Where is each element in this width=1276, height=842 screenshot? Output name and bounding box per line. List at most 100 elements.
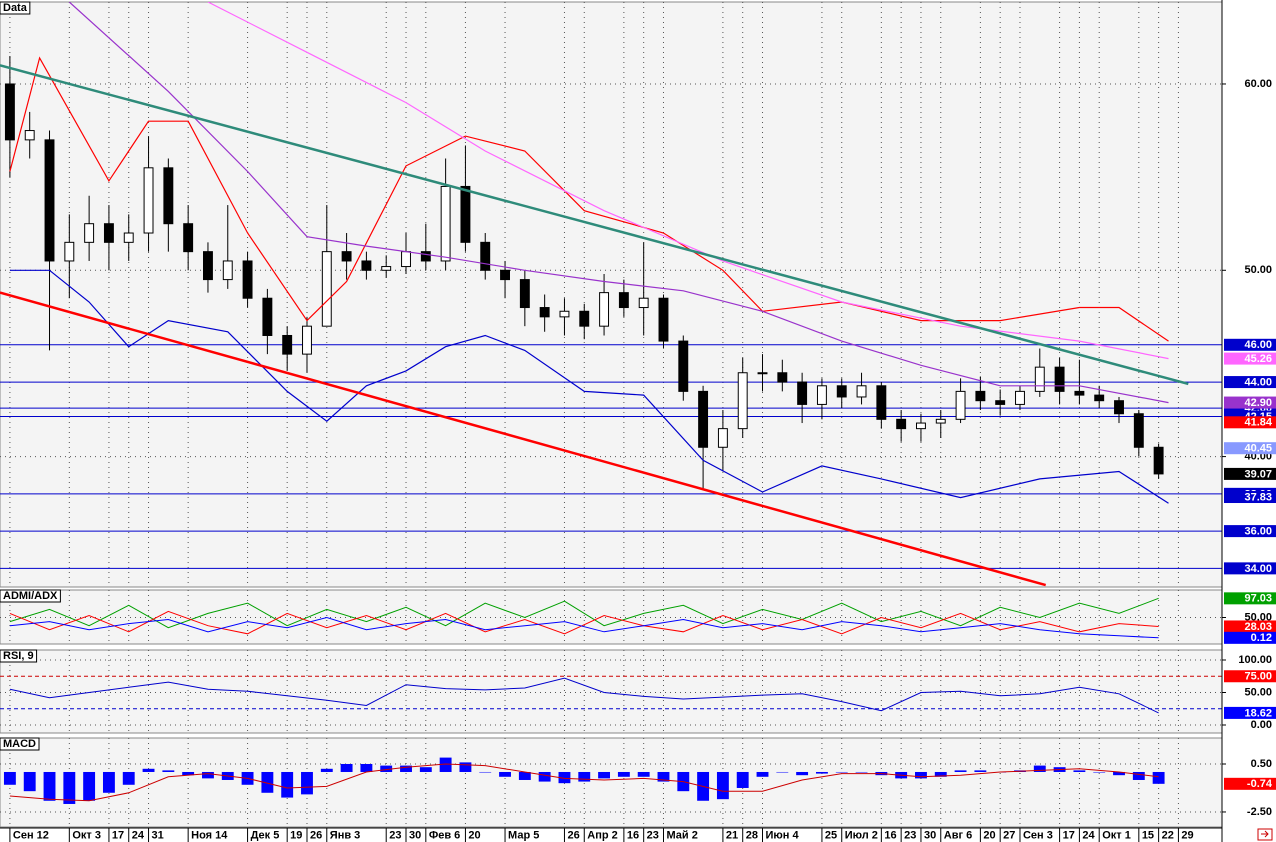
candle-body [44, 139, 55, 262]
candle-body [579, 310, 590, 327]
y-tick-label: 0.00 [1251, 719, 1272, 731]
candle-body [4, 83, 15, 141]
histogram-bar [301, 771, 313, 795]
histogram-bar [578, 771, 591, 782]
x-tick-label: Май 2 [666, 829, 697, 841]
histogram-bar [479, 771, 492, 773]
histogram-bar [380, 765, 393, 772]
price-box [1224, 620, 1276, 633]
x-tick-label: 31 [152, 829, 164, 841]
price-box-label: 44.00 [1244, 376, 1272, 388]
histogram-bar [617, 771, 630, 777]
panel-title-box [0, 589, 61, 603]
trend-line [0, 291, 1047, 587]
x-tick-label: Дек 5 [251, 829, 280, 841]
x-tick-label: Мар 5 [508, 829, 539, 841]
histogram-bar [756, 771, 769, 777]
price-box-label: 28.03 [1244, 621, 1272, 633]
x-tick-label: Окт 1 [1102, 829, 1131, 841]
x-tick-label: 21 [726, 829, 738, 841]
histogram-bar [499, 771, 511, 777]
candle-body [916, 422, 926, 430]
x-tick-label: 27 [1003, 829, 1015, 841]
trend-line [0, 64, 1189, 386]
price-box-label: 34.00 [1244, 563, 1272, 575]
candle-body [1094, 394, 1105, 402]
price-box-label: 46.00 [1244, 339, 1272, 351]
candle-body [500, 269, 510, 281]
histogram-bar [558, 771, 571, 784]
histogram-bar [459, 762, 472, 772]
y-tick-label: 100.00 [1238, 654, 1272, 666]
panel-title: ADMI/ADX [3, 590, 58, 602]
histogram-bar [716, 771, 729, 800]
series-line [9, 763, 1159, 802]
candle-body [975, 390, 986, 402]
candle-body [1054, 366, 1065, 392]
candle-body [183, 223, 194, 253]
x-tick-label: 16 [627, 829, 639, 841]
panel-background [0, 1, 1223, 588]
candle-body [361, 260, 372, 271]
histogram-bar [1132, 771, 1145, 780]
histogram-bar [934, 771, 947, 777]
candle-body [1015, 390, 1025, 405]
candle-body [816, 385, 827, 405]
series-line [9, 616, 1159, 639]
price-box-label: 36.00 [1244, 526, 1272, 538]
price-box [1224, 592, 1276, 605]
price-box [1224, 338, 1276, 351]
candle-body [757, 372, 768, 375]
candle-body [1074, 390, 1085, 396]
panel-plot [0, 738, 1222, 827]
price-box-label: 18.62 [1244, 707, 1272, 719]
candle-body [1133, 413, 1144, 448]
y-tick-label: 60.00 [1244, 78, 1272, 90]
price-box-label: 41.84 [1244, 417, 1272, 429]
series-line [9, 677, 1159, 714]
x-tick-label: Фев 6 [429, 829, 460, 841]
panel-title-box [0, 649, 38, 663]
x-tick-label: Сен 3 [1023, 829, 1053, 841]
x-tick-label: 30 [924, 829, 936, 841]
price-box [1224, 525, 1276, 538]
overlay-line [9, 56, 1169, 342]
x-tick-label: 16 [884, 829, 896, 841]
candle-body [460, 185, 471, 243]
x-tick-label: 17 [1063, 829, 1075, 841]
candle-body [203, 251, 213, 281]
histogram-bar [439, 757, 452, 772]
price-box [1224, 442, 1276, 455]
x-tick-label: 25 [825, 829, 837, 841]
histogram-bar [1033, 765, 1046, 772]
candle-body [955, 390, 966, 420]
candle-body [698, 390, 709, 448]
y-tick-label: 50.00 [1244, 611, 1272, 623]
x-tick-label: 29 [1181, 829, 1193, 841]
candle-body [242, 260, 253, 299]
x-tick-label: 20 [983, 829, 995, 841]
histogram-bar [340, 763, 353, 772]
histogram-bar [360, 763, 373, 772]
candle-body [896, 418, 907, 430]
x-tick-label: 26 [567, 829, 579, 841]
price-box-label: 39.07 [1244, 468, 1272, 480]
x-tick-label: Окт 3 [72, 829, 101, 841]
price-box-label: 75.00 [1244, 671, 1272, 683]
histogram-bar [202, 771, 214, 779]
panel-background [0, 649, 1223, 734]
scroll-icon [1261, 830, 1269, 838]
candle-body [282, 334, 293, 355]
price-box [1224, 376, 1276, 389]
candle-body [1114, 400, 1124, 415]
x-tick-label: Июл 2 [845, 829, 878, 841]
overlay-line [9, 269, 1169, 504]
price-box [1224, 631, 1276, 644]
candle-body [341, 251, 352, 262]
price-box [1224, 396, 1276, 409]
x-tick-label: Сен 12 [13, 829, 49, 841]
candle-body [995, 400, 1006, 405]
y-tick-label: -2.50 [1247, 806, 1272, 818]
panel-plot [0, 2, 1222, 587]
histogram-bar [3, 771, 16, 785]
